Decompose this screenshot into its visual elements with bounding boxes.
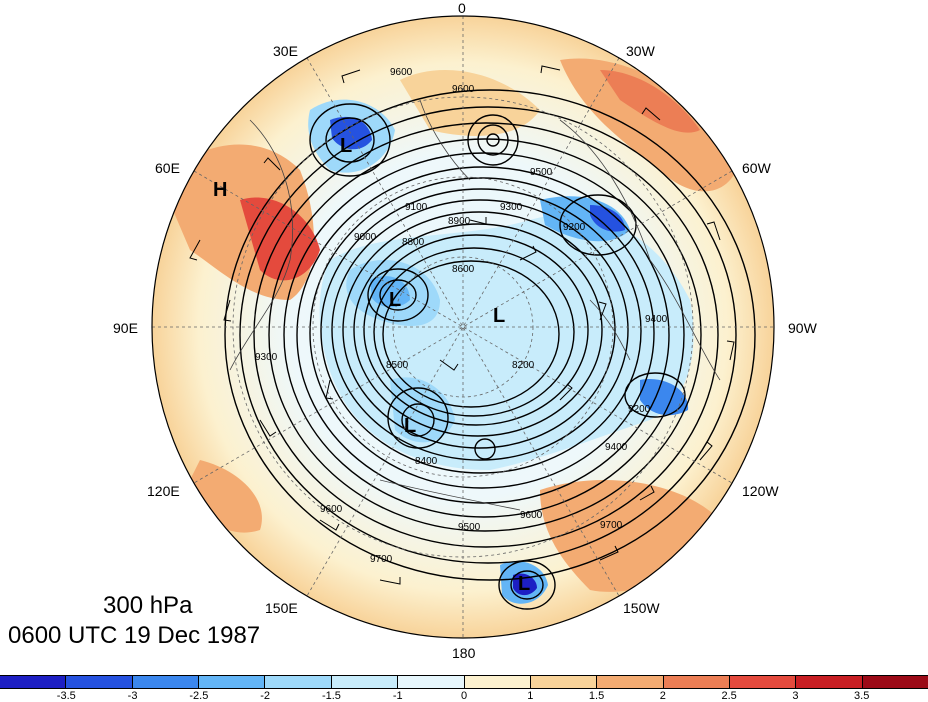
contour-label: 9100 [405, 202, 428, 213]
colorbar-tick-label: -1 [392, 690, 403, 702]
colorbar-tick-label: -1.5 [321, 690, 341, 702]
colorbar-tick-label: -2.5 [189, 690, 209, 702]
lon-label-60e: 60E [155, 160, 180, 176]
colorbar-swatch [663, 676, 730, 688]
colorbar-swatch [796, 676, 863, 688]
colorbar-ticks: -3.5 -3 -2.5 -2 -1.5 -1 0 1 1.5 2 2.5 3 3.5 [0, 690, 928, 702]
colorbar-swatch [530, 676, 598, 688]
polar-stereographic-map: 9600 9600 9500 9300 9200 9100 9000 8900 … [151, 15, 775, 639]
colorbar-swatch [132, 676, 200, 688]
contour-label: 9500 [458, 522, 481, 533]
colorbar-tick-label: 3.5 [854, 690, 870, 702]
colorbar-swatch [398, 676, 465, 688]
contour-labels: 9600 9600 9500 9300 9200 9100 9000 8900 … [255, 67, 668, 565]
graticule [152, 16, 774, 638]
colorbar-swatch [597, 676, 664, 688]
colorbar-swatch [331, 676, 399, 688]
title-valid-time: 0600 UTC 19 Dec 1987 [8, 622, 261, 649]
low-pressure-center: L [518, 573, 530, 595]
colorbar-tick-label: 1.5 [588, 690, 605, 702]
warm-anomaly-arctic [400, 70, 540, 136]
lon-label-60w: 60W [742, 160, 771, 176]
lon-label-150w: 150W [623, 600, 660, 616]
low-pressure-center: L [389, 289, 401, 311]
contour-label: 9300 [255, 352, 278, 363]
colorbar-swatch [0, 676, 67, 688]
wind-barbs [189, 65, 735, 585]
lon-label-120w: 120W [742, 483, 779, 499]
map-border [151, 15, 775, 639]
colorbar-tick-label: 0 [460, 690, 468, 702]
lon-label-0: 0 [458, 0, 466, 16]
lon-label-150e: 150E [265, 600, 298, 616]
contour-label: 8200 [512, 360, 535, 371]
colorbar-tick-label: 2 [659, 690, 666, 702]
warm-anomaly-atlantic [560, 58, 740, 192]
colorbar-swatch [862, 676, 928, 688]
low-pressure-center: L [493, 305, 505, 327]
lon-label-90w: 90W [788, 320, 817, 336]
contour-label: 8500 [386, 360, 409, 371]
lon-label-30e: 30E [273, 43, 298, 59]
map-disk: 9600 9600 9500 9300 9200 9100 9000 8900 … [152, 16, 774, 638]
colorbar [0, 675, 928, 689]
contour-label: 8800 [402, 237, 425, 248]
colorbar-tick-label: -2 [260, 690, 271, 702]
low-pressure-center: L [340, 135, 352, 157]
title-pressure-level: 300 hPa [103, 592, 193, 619]
colorbar-swatch [66, 676, 133, 688]
high-pressure-center: H [213, 179, 227, 201]
low-pressure-center: L [404, 415, 416, 437]
colorbar-tick-label: 3 [792, 690, 799, 702]
contour-label: 9500 [530, 167, 553, 178]
lon-label-180: 180 [452, 645, 476, 661]
colorbar-swatch [464, 676, 531, 688]
contour-label: 9400 [645, 314, 668, 325]
colorbar-swatch [199, 676, 266, 688]
colorbar-tick-label: 1 [527, 690, 534, 702]
contour-label: 8900 [448, 216, 471, 227]
lon-label-90e: 90E [113, 320, 138, 336]
colorbar-tick-label: 2.5 [721, 690, 737, 702]
contour-label: 9600 [390, 67, 413, 78]
contour-label: 9400 [605, 442, 628, 453]
contour-label: 9600 [320, 504, 343, 515]
contour-label: 9700 [600, 520, 623, 531]
contour-label: 8600 [452, 264, 475, 275]
contour-label: 8400 [415, 456, 438, 467]
lon-label-120e: 120E [147, 483, 180, 499]
contour-label: 9300 [500, 202, 523, 213]
colorbar-tick-label: -3.5 [56, 690, 76, 702]
contour-label: 9600 [452, 84, 475, 95]
contour-label: 9200 [563, 222, 586, 233]
contour-label: 9600 [520, 510, 543, 521]
contour-label: 9700 [370, 554, 393, 565]
height-contours [224, 89, 756, 610]
colorbar-tick-label: -3 [127, 690, 138, 702]
contour-label: 9000 [354, 232, 377, 243]
lon-label-30w: 30W [626, 43, 655, 59]
contour-label: 9200 [628, 404, 651, 415]
colorbar-swatch [265, 676, 332, 688]
colorbar-swatch [729, 676, 797, 688]
coastlines [229, 99, 721, 511]
